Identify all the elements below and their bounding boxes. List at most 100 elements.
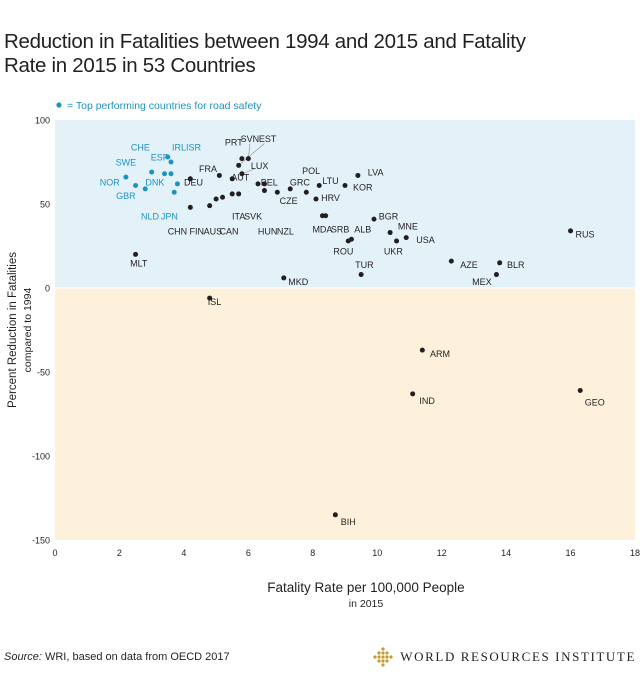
point-grc <box>287 186 293 192</box>
point-bel <box>255 181 261 187</box>
label-grc: GRC <box>290 178 311 188</box>
x-axis-label: Fatality Rate per 100,000 People <box>267 580 464 595</box>
point-chn <box>187 204 193 210</box>
point-cze <box>274 189 280 195</box>
point-aze <box>448 258 454 264</box>
label-ltu: LTU <box>322 176 338 186</box>
point-fin <box>207 203 213 209</box>
point-rus <box>568 228 574 234</box>
point-ita <box>229 191 235 197</box>
label-can: CAN <box>219 226 238 236</box>
label-aut: AUT <box>231 173 250 183</box>
label-ind: IND <box>419 396 435 406</box>
y-tick-label: -50 <box>37 368 50 378</box>
label-bih: BIH <box>341 517 356 527</box>
point-lva <box>355 172 361 178</box>
source-text: WRI, based on data from OECD 2017 <box>44 651 230 663</box>
label-esp: ESP <box>151 152 169 162</box>
label-aus: AUS <box>204 226 223 236</box>
label-cze: CZE <box>280 196 298 206</box>
point-ind <box>410 391 416 397</box>
point-mkd <box>281 275 287 281</box>
label-ita: ITA <box>232 211 245 221</box>
label-alb: ALB <box>354 225 371 235</box>
x-tick-label: 12 <box>437 548 447 558</box>
label-fra: FRA <box>199 164 217 174</box>
point-nzl <box>261 188 267 194</box>
chart-title: Reduction in Fatalities between 1994 and… <box>4 30 526 77</box>
label-irl: IRL <box>172 142 186 152</box>
point-mlt <box>133 251 139 257</box>
label-bel: BEL <box>261 178 278 188</box>
label-chn: CHN <box>168 226 188 236</box>
label-isl: ISL <box>208 297 222 307</box>
label-mlt: MLT <box>130 258 148 268</box>
point-srb <box>323 213 329 219</box>
x-tick-label: 8 <box>310 548 315 558</box>
label-mne: MNE <box>398 221 418 231</box>
source-note: Source: WRI, based on data from OECD 201… <box>4 651 230 663</box>
label-che: CHE <box>131 142 150 152</box>
point-fra <box>216 172 222 178</box>
legend-marker <box>56 102 62 108</box>
label-pol: POL <box>302 166 320 176</box>
y-axis-sublabel: compared to 1994 <box>22 288 34 373</box>
label-ukr: UKR <box>384 247 404 257</box>
point-nld <box>171 189 177 195</box>
label-est: EST <box>259 134 277 144</box>
y-tick-label: -100 <box>32 452 50 462</box>
label-svk: SVK <box>244 211 262 221</box>
label-swe: SWE <box>116 158 137 168</box>
y-axis-label: Percent Reduction in Fatalities <box>7 252 19 408</box>
point-usa <box>403 235 409 241</box>
point-mex <box>493 272 499 278</box>
point-geo <box>577 387 583 393</box>
label-aze: AZE <box>460 260 478 270</box>
label-lva: LVA <box>368 168 384 178</box>
label-svn: SVN <box>241 134 260 144</box>
label-nzl: NZL <box>277 226 294 236</box>
x-tick-label: 16 <box>566 548 576 558</box>
x-tick-label: 18 <box>630 548 640 558</box>
label-nor: NOR <box>100 178 121 188</box>
legend-text: = Top performing countries for road safe… <box>67 100 262 112</box>
label-bgr: BGR <box>379 211 399 221</box>
point-dnk <box>162 171 168 177</box>
label-prt: PRT <box>225 137 243 147</box>
point-deu <box>187 176 193 182</box>
label-mkd: MKD <box>288 277 309 287</box>
point-rou <box>348 236 354 242</box>
point-svk <box>236 191 242 197</box>
wri-logo-icon <box>373 647 393 667</box>
point-swe <box>123 174 129 180</box>
x-tick-label: 2 <box>117 548 122 558</box>
wri-brand: WORLD RESOURCES INSTITUTE <box>372 646 636 668</box>
x-tick-label: 10 <box>372 548 382 558</box>
point-jpn <box>174 181 180 187</box>
label-geo: GEO <box>585 398 605 408</box>
point-aus <box>213 196 219 202</box>
point-lux <box>239 171 245 177</box>
label-blr: BLR <box>507 260 525 270</box>
label-deu: DEU <box>184 178 203 188</box>
label-srb: SRB <box>331 225 350 235</box>
leader-line-est <box>238 143 265 166</box>
label-lux: LUX <box>251 161 269 171</box>
x-tick-label: 14 <box>501 548 511 558</box>
label-mda: MDA <box>312 225 332 235</box>
label-hun: HUN <box>258 226 278 236</box>
point-pol <box>303 189 309 195</box>
positive-region-background <box>55 120 635 288</box>
point-prt <box>239 156 245 162</box>
point-irl <box>168 171 174 177</box>
source-label: Source: <box>4 651 42 663</box>
point-arm <box>419 347 425 353</box>
point-che <box>149 169 155 175</box>
label-gbr: GBR <box>116 191 136 201</box>
point-blr <box>497 260 503 266</box>
point-ukr <box>394 238 400 244</box>
point-nor <box>133 183 139 189</box>
point-kor <box>342 183 348 189</box>
point-gbr <box>142 186 148 192</box>
